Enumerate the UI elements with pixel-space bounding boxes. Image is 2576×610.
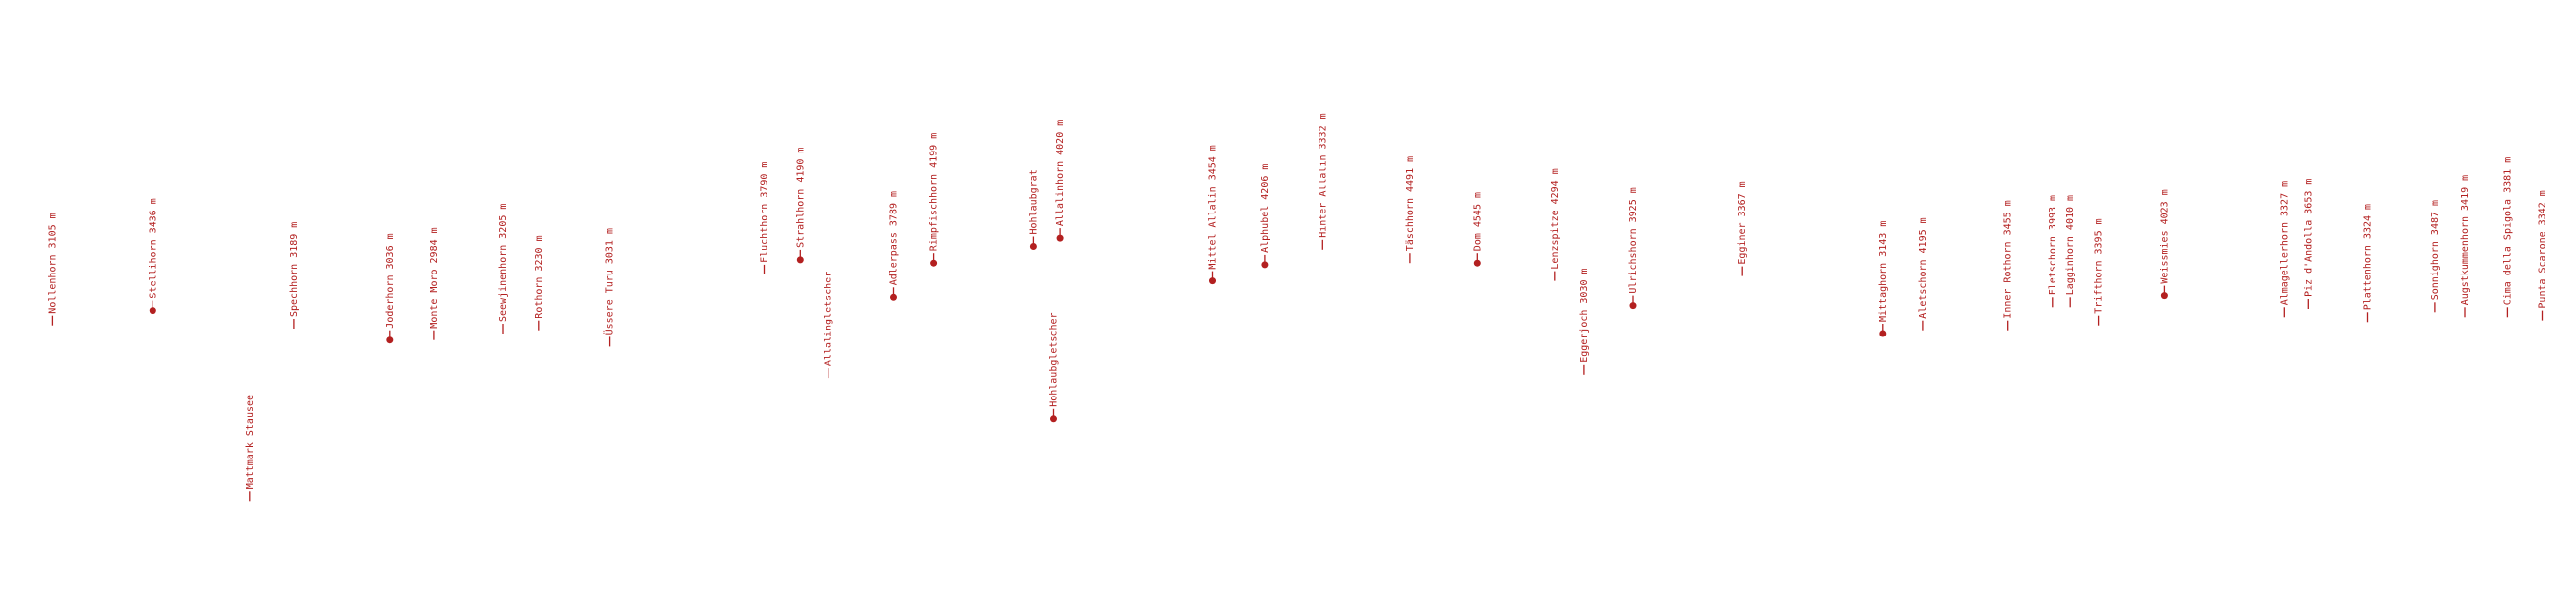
peak-name: Ulrichshorn 3925 m <box>1628 187 1639 293</box>
peak-label: Augstkummenhorn 3419 m <box>2460 175 2471 318</box>
peak-name: Inner Rothorn 3455 m <box>2003 200 2014 318</box>
peak-name: Spechhorn 3189 m <box>289 222 300 317</box>
peak-name: Trifthorn 3395 m <box>2094 218 2105 313</box>
peak-name: Rothorn 3230 m <box>534 235 545 318</box>
peak-label: Seewjinenhorn 3205 m <box>498 204 509 334</box>
peak-label: Hohlaubgletscher <box>1049 312 1060 423</box>
peak-label: Dom 4545 m <box>1472 192 1483 267</box>
peak-name: Mattmark Stausee <box>245 395 256 489</box>
peak-marker <box>2160 292 2168 300</box>
peak-name: Adlerpass 3789 m <box>889 191 900 285</box>
peak-label: Üssere Turu 3031 m <box>603 228 616 347</box>
peak-label: Hohlaubgrat <box>1028 169 1039 250</box>
peak-marker <box>1056 234 1064 242</box>
peak-label: Punta Scarone 3342 m <box>2538 190 2548 321</box>
peak-marker <box>930 259 938 267</box>
peak-label: Spechhorn 3189 m <box>289 222 300 329</box>
peak-name: Strahlhorn 4190 m <box>795 148 806 248</box>
peak-label: Adlerpass 3789 m <box>889 191 900 301</box>
peak-name: Augstkummenhorn 3419 m <box>2460 175 2471 305</box>
peak-name: Dom 4545 m <box>1472 192 1483 251</box>
peak-label: Cima della Spigola 3381 m <box>2502 157 2513 318</box>
peak-label: Plattenhorn 3324 m <box>2363 204 2374 323</box>
peak-marker <box>1879 330 1887 337</box>
peak-name: Rimpfischhorn 4199 m <box>929 133 940 251</box>
peak-marker <box>890 293 897 301</box>
peak-marker <box>1629 302 1637 310</box>
peak-name: Nollenhorn 3105 m <box>47 213 58 313</box>
peak-name: Hohlaubgletscher <box>1049 312 1060 406</box>
peak-name: Punta Scarone 3342 m <box>2538 190 2548 308</box>
peak-name: Weissmies 4023 m <box>2159 189 2170 283</box>
peak-label: Ulrichshorn 3925 m <box>1628 187 1639 310</box>
peak-label: Piz d'Andolla 3653 m <box>2303 179 2314 309</box>
peak-label: Strahlhorn 4190 m <box>795 148 806 264</box>
peak-marker <box>386 336 394 344</box>
peak-label: Monte Moro 2984 m <box>429 227 440 340</box>
peak-marker <box>149 307 156 315</box>
peak-label: Stellihorn 3436 m <box>148 198 158 315</box>
peak-name: Hohlaubgrat <box>1028 169 1039 234</box>
peak-marker <box>1209 277 1216 285</box>
peak-marker <box>1261 261 1269 269</box>
peak-name: Egginer 3367 m <box>1737 181 1748 264</box>
peak-name: Seewjinenhorn 3205 m <box>498 204 509 322</box>
peak-name: Mittaghorn 3143 m <box>1878 221 1889 322</box>
peak-label: Allalingletscher <box>824 272 834 379</box>
peak-label: Rimpfischhorn 4199 m <box>929 133 940 267</box>
peak-label: Lenzspitze 4294 m <box>1550 168 1561 281</box>
peak-name: Monte Moro 2984 m <box>429 227 440 328</box>
peak-label: Mattmark Stausee <box>245 395 256 502</box>
peak-name: Plattenhorn 3324 m <box>2363 204 2374 310</box>
peak-name: Stellihorn 3436 m <box>148 198 158 298</box>
peak-name: Almagellerhorn 3327 m <box>2279 181 2290 305</box>
peak-name: Fluchthorn 3790 m <box>760 162 770 263</box>
peak-marker <box>1029 243 1037 250</box>
peak-label: Trifthorn 3395 m <box>2094 218 2105 326</box>
peak-name: Alphubel 4206 m <box>1260 164 1271 253</box>
peak-label: Hinter Allalin 3332 m <box>1318 113 1328 250</box>
peak-name: Allalingletscher <box>824 272 834 366</box>
peak-label: Täschhorn 4491 m <box>1405 156 1416 264</box>
peak-name: Eggerjoch 3030 m <box>1579 268 1590 362</box>
peak-label: Mittaghorn 3143 m <box>1878 221 1889 337</box>
peak-name: Sonnighorn 3487 m <box>2430 200 2441 300</box>
peak-label: Inner Rothorn 3455 m <box>2003 200 2014 331</box>
peak-label: Rothorn 3230 m <box>534 235 545 331</box>
peak-label: Nollenhorn 3105 m <box>47 213 58 326</box>
peak-label: Alphubel 4206 m <box>1260 164 1271 269</box>
peak-marker <box>1050 415 1057 423</box>
peak-label: Joderhorn 3036 m <box>385 233 396 344</box>
peak-label: Sonnighorn 3487 m <box>2430 200 2441 313</box>
peak-label: Almagellerhorn 3327 m <box>2279 181 2290 318</box>
peak-name: Allalinhorn 4020 m <box>1055 120 1066 226</box>
peak-marker <box>796 256 804 264</box>
peak-marker <box>1473 259 1481 267</box>
peak-label: Allalinhorn 4020 m <box>1055 120 1066 242</box>
peak-label: Fluchthorn 3790 m <box>760 162 770 274</box>
peak-name: Fletschorn 3993 m <box>2048 195 2058 295</box>
peak-name: Üssere Turu 3031 m <box>603 228 616 335</box>
peak-name: Hinter Allalin 3332 m <box>1318 113 1328 237</box>
peak-name: Mittel Allalin 3454 m <box>1208 145 1219 269</box>
peak-name: Lenzspitze 4294 m <box>1550 168 1561 269</box>
peak-label: Egginer 3367 m <box>1737 181 1748 276</box>
peak-name: Aletschorn 4195 m <box>1918 217 1929 318</box>
peak-label: Eggerjoch 3030 m <box>1579 268 1590 375</box>
peak-name: Cima della Spigola 3381 m <box>2502 157 2513 306</box>
peak-label: Fletschorn 3993 m <box>2048 195 2058 308</box>
peak-label: Aletschorn 4195 m <box>1918 217 1929 331</box>
peak-name: Lagginhorn 4010 m <box>2065 195 2076 295</box>
peak-name: Joderhorn 3036 m <box>385 233 396 328</box>
peak-name: Piz d'Andolla 3653 m <box>2303 179 2314 297</box>
peak-name: Täschhorn 4491 m <box>1405 156 1416 251</box>
peak-label: Weissmies 4023 m <box>2159 189 2170 300</box>
peak-label: Lagginhorn 4010 m <box>2065 195 2076 308</box>
peak-label: Mittel Allalin 3454 m <box>1208 145 1219 285</box>
